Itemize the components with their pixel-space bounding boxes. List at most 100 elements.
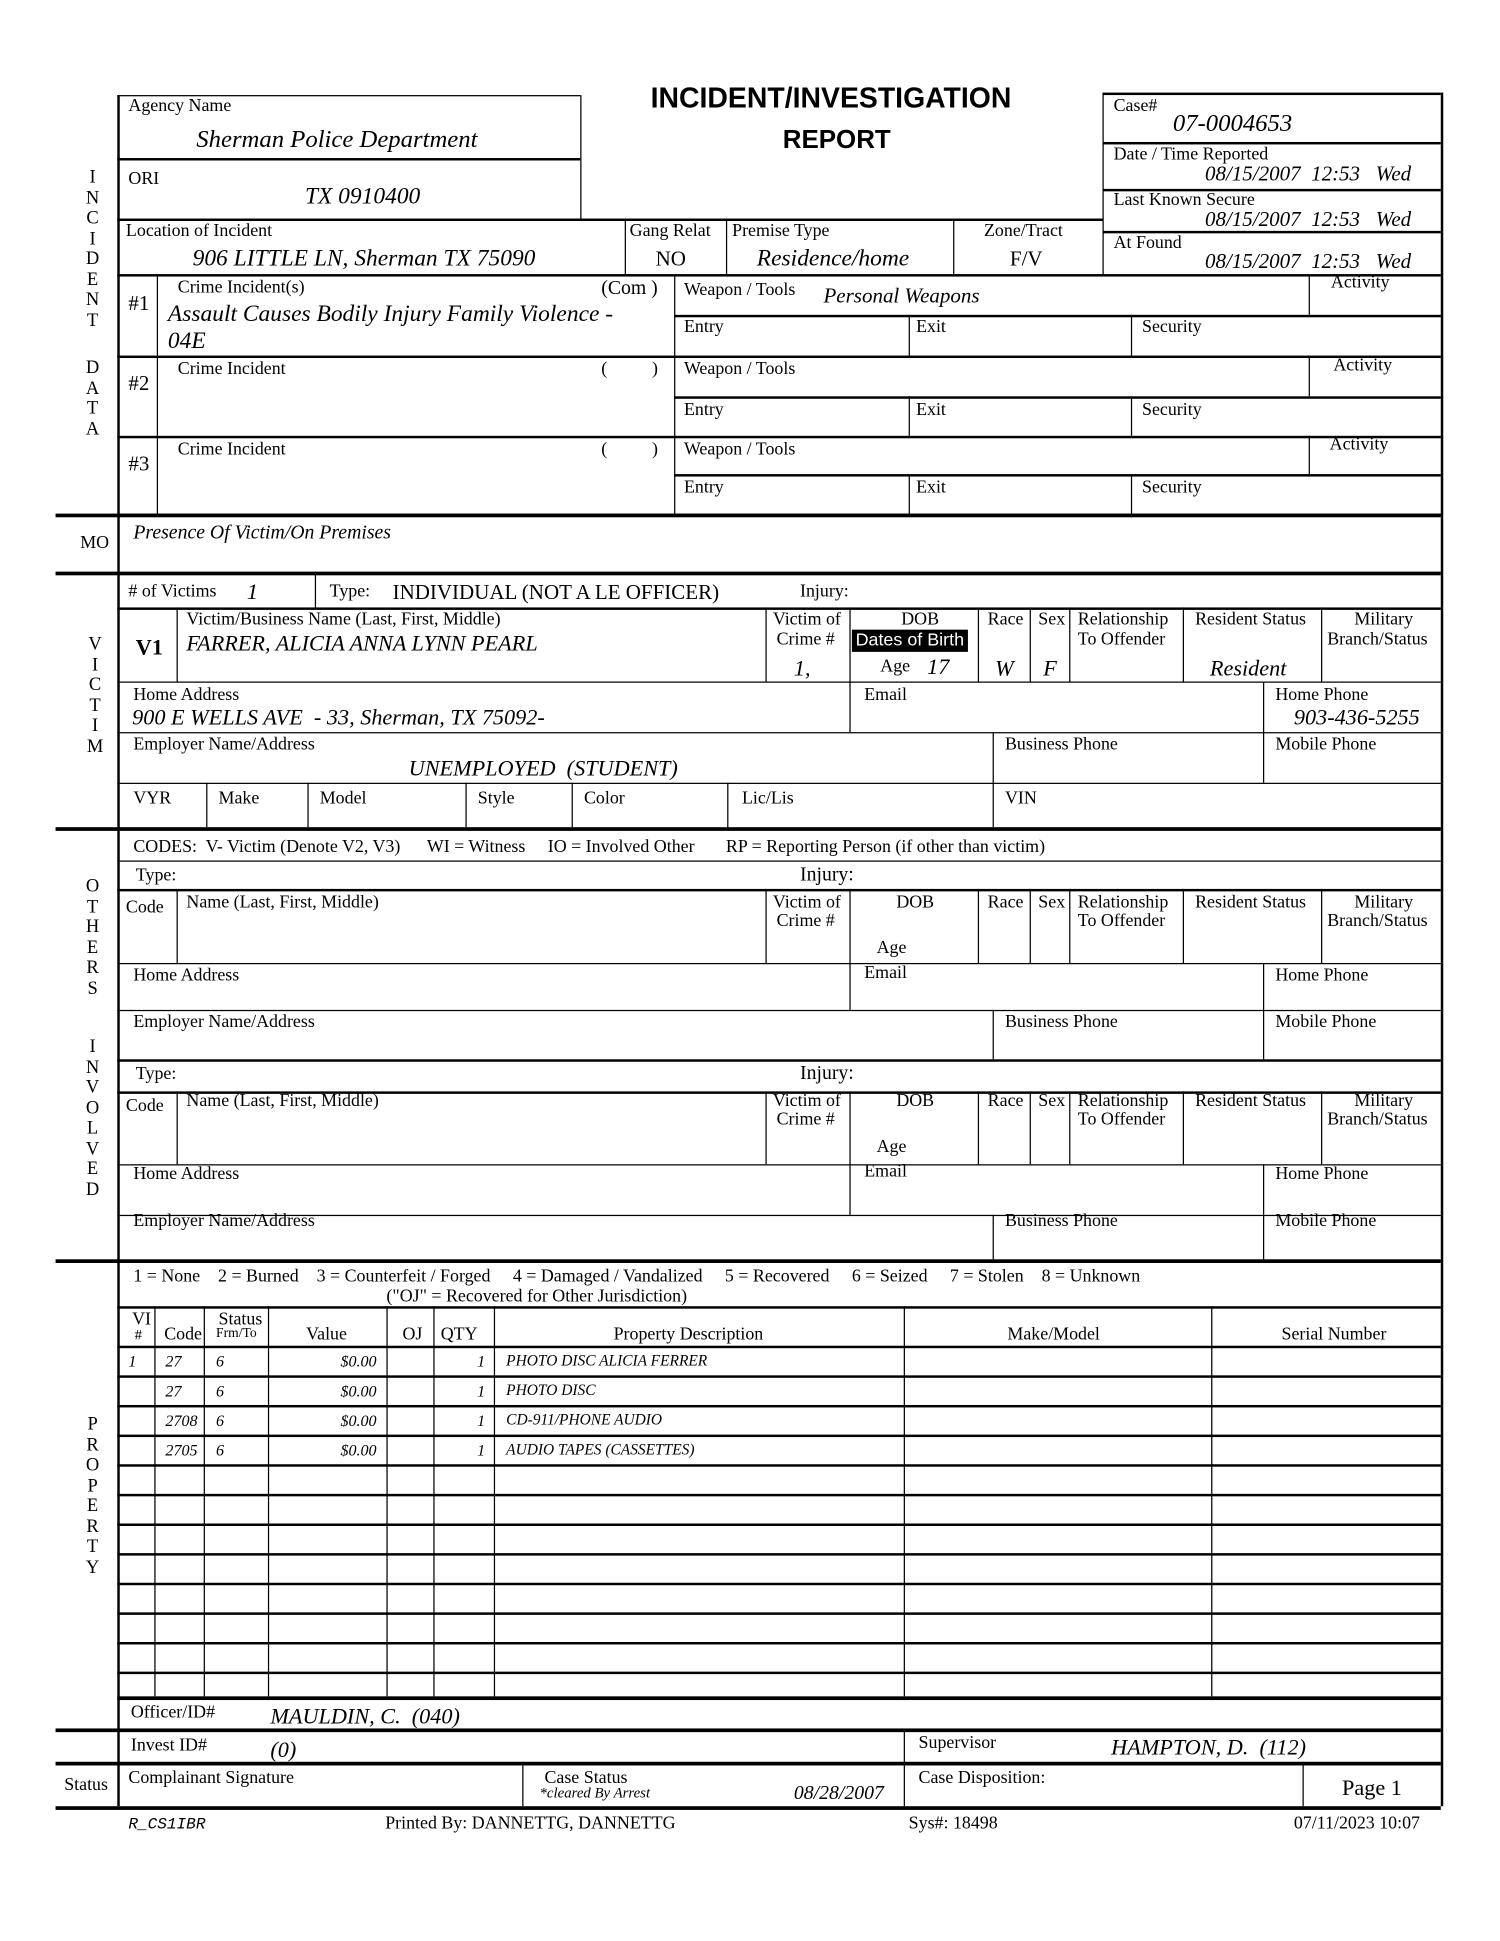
rule-line [117,95,581,97]
rule-line [1308,435,1311,475]
header-status-frmto: Frm/To [216,1327,257,1341]
relationship-label-2: To Offender [1077,629,1166,650]
report-title: INCIDENT/INVESTIGATION [650,81,1012,114]
case-status-date: 08/28/2007 [793,1782,884,1804]
victim-of-label-2: Crime # [776,911,835,931]
rule-line [908,314,911,356]
employer-label: Employer Name/Address [133,1211,315,1231]
military-label-2: Branch/Status [1327,629,1428,650]
rule-line [117,860,1441,863]
business-phone-label: Business Phone [1004,1211,1118,1231]
last-secure-value: 08/15/2007 12:53 Wed [1204,207,1412,231]
header-oj: OJ [402,1324,423,1345]
victim-type: INDIVIDUAL (NOT A LE OFFICER) [392,580,720,604]
rule-line [203,1306,206,1697]
rule-line [725,218,728,275]
property-value: $0.00 [340,1381,377,1401]
rule-line [386,1306,389,1697]
rule-line [55,827,1441,831]
property-qty: 1 [477,1440,486,1460]
rule-line [117,1091,1441,1094]
exit-label: Exit [916,400,946,420]
last-secure-label: Last Known Secure [1113,190,1255,210]
property-code: 27 [165,1381,182,1401]
section-label-others: OTHERS [85,876,100,999]
rule-line [1029,1091,1032,1165]
resident-status-label: Resident Status [1195,609,1306,630]
header-code: Code [164,1324,202,1345]
age-label: Age [876,938,907,959]
rule-line [117,435,1441,439]
rule-line [55,571,1441,576]
victim-count-label: # of Victims [128,581,217,602]
rule-line [154,1306,156,1697]
rule-line [765,888,768,963]
header-value: Value [306,1324,347,1345]
victim-of-label: Victim of [772,609,841,630]
rule-line [117,1404,1441,1407]
victim-count: 1 [246,579,259,604]
rule-line [1321,1091,1323,1165]
home-address-label: Home Address [133,685,240,705]
crime-paren: ( ) [601,439,658,460]
rule-line [1069,607,1071,682]
vehicle-year-label: VYR [133,788,172,809]
rule-line [1321,607,1323,682]
property-desc: AUDIO TAPES (CASSETTES) [506,1440,695,1459]
property-desc: PHOTO DISC [506,1381,596,1399]
victim-of-label: Victim of [772,892,841,913]
rule-line [117,1059,1441,1062]
rule-line [992,1009,995,1060]
rule-line [522,1761,524,1807]
officer-value: MAULDIN, C. (040) [270,1703,460,1729]
vehicle-color-label: Color [583,788,625,809]
rule-line [117,1345,1441,1349]
crime-value-cont: 04E [167,328,206,355]
vehicle-vin-label: VIN [1004,788,1037,809]
crime-value: Assault Causes Bodily Injury Family Viol… [167,301,614,328]
supervisor-value: HAMPTON, D. (112) [1111,1734,1306,1760]
section-label-mo: MO [80,533,110,554]
section-label-property: PROPERTY [85,1414,100,1578]
injury-label: Injury: [800,864,854,886]
section-label-incident: INCIDENT [85,167,100,331]
rule-line [176,1091,179,1165]
rule-line [977,1091,980,1165]
employer-value: UNEMPLOYED (STUDENT) [408,755,678,781]
footer-sys-number: Sys#: 18498 [908,1813,998,1834]
rule-line [176,607,179,682]
victim-of-label-2: Crime # [776,1109,835,1130]
property-value: $0.00 [340,1411,377,1430]
agency-label: Agency Name [128,96,232,117]
premise-value: Residence/home [756,245,910,272]
case-status-value: *cleared By Arrest [539,1783,651,1802]
crime-paren: ( ) [601,359,658,380]
victim-id: V1 [135,634,163,660]
race-label: Race [987,1091,1024,1112]
agency-value: Sherman Police Department [196,125,478,154]
premise-label: Premise Type [732,220,830,241]
rule-line [117,1434,1441,1437]
email-label: Email [864,685,907,705]
property-code: 2705 [165,1440,198,1460]
property-status: 6 [216,1440,225,1460]
type-label: Type: [135,865,177,886]
rule-line [1211,1306,1213,1697]
officer-label: Officer/ID# [130,1702,216,1723]
property-value: $0.00 [340,1440,377,1460]
employer-label: Employer Name/Address [133,1012,315,1033]
email-label: Email [864,1161,907,1182]
military-label: Military [1354,892,1414,913]
gang-label: Gang Relat [629,220,711,241]
code-label: Code [125,1096,164,1117]
property-oj-legend: ("OJ" = Recovered for Other Jurisdiction… [386,1286,688,1307]
type-label: Type: [135,1064,177,1084]
resident-status-label: Resident Status [1195,1091,1306,1112]
injury-label: Injury: [800,1062,854,1084]
rule-line [953,218,955,275]
sex-label: Sex [1038,609,1066,630]
weapon-label: Weapon / Tools [683,359,796,380]
rule-line [1102,188,1441,192]
military-label-2: Branch/Status [1327,1109,1428,1130]
rule-line [117,962,1441,965]
